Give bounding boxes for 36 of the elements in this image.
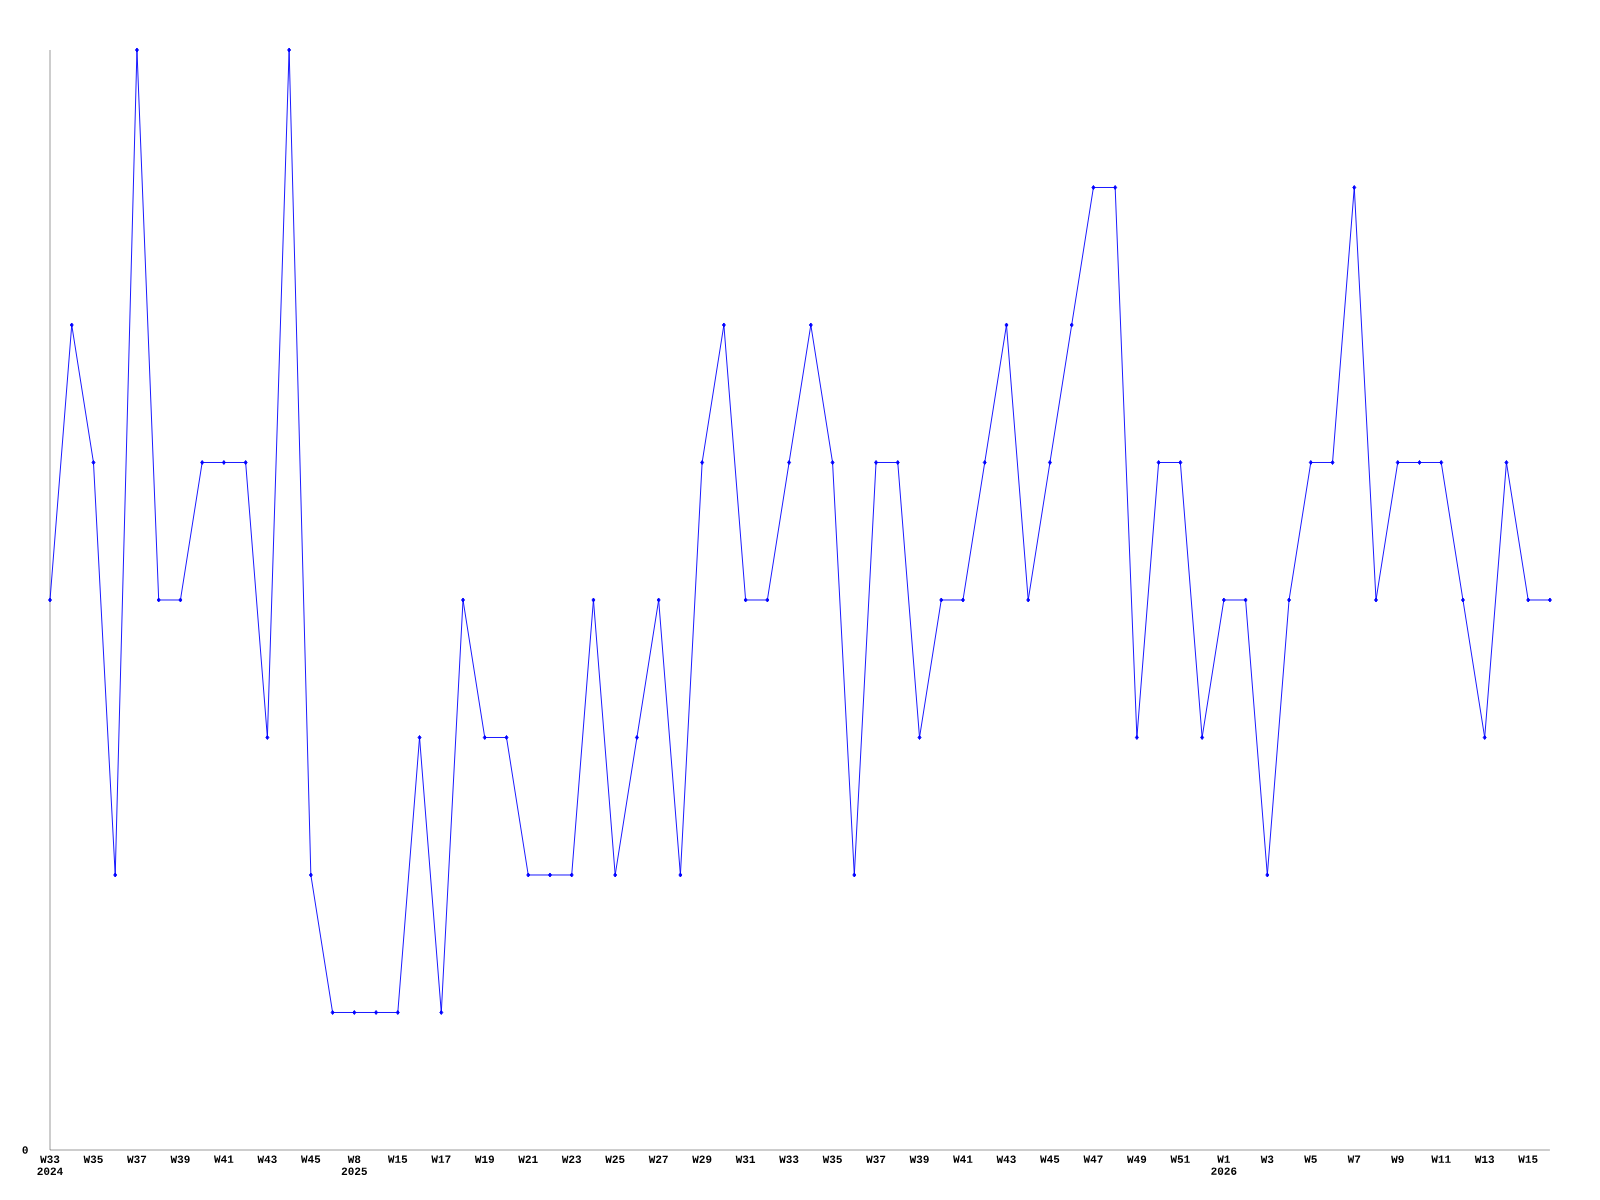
x-tick-label: W33 2024 [37, 1155, 63, 1175]
x-tick-label: W49 [1127, 1155, 1147, 1163]
x-tick-label: W41 [214, 1155, 234, 1163]
x-tick-label: W45 [300, 1155, 321, 1163]
x-tick-label: W29 [692, 1155, 712, 1163]
x-tick-label: W3 [1260, 1155, 1274, 1164]
x-tick-label: W47 [1083, 1155, 1103, 1163]
x-tick-label: W41 [953, 1155, 973, 1163]
x-tick-label: W25 [605, 1155, 625, 1163]
x-tick-label: W43 [257, 1155, 277, 1164]
x-tick-label: W17 [431, 1155, 451, 1163]
x-tick-label: W51 [1170, 1155, 1190, 1163]
x-tick-label: W11 [1431, 1155, 1451, 1163]
x-tick-label: W13 [1474, 1155, 1495, 1164]
x-tick-label: W31 [735, 1155, 756, 1164]
x-tick-label: W8 2025 [341, 1155, 367, 1175]
x-tick-label: W23 [561, 1155, 582, 1164]
x-tick-label: W39 [909, 1155, 929, 1164]
x-tick-label: W1 2026 [1211, 1155, 1237, 1175]
x-tick-label: W21 [518, 1155, 538, 1163]
x-tick-label: W27 [648, 1155, 668, 1163]
x-tick-label: W35 [822, 1155, 842, 1164]
x-tick-label: W35 [83, 1155, 103, 1164]
x-tick-label: W37 [127, 1155, 147, 1164]
x-tick-label: W15 [1518, 1155, 1538, 1163]
x-tick-label: W9 [1391, 1155, 1404, 1163]
x-tick-label: W37 [866, 1155, 886, 1164]
x-tick-label: W45 [1040, 1155, 1060, 1163]
x-tick-label: W5 [1304, 1155, 1317, 1163]
x-tick-label: W19 [474, 1155, 494, 1163]
text: 0 [22, 1146, 28, 1154]
x-tick-label: W7 [1347, 1155, 1361, 1163]
x-tick-label: W15 [387, 1155, 408, 1163]
x-tick-label: W43 [996, 1155, 1016, 1164]
x-tick-label: W39 [170, 1155, 190, 1164]
x-tick-label: W33 [779, 1155, 799, 1164]
